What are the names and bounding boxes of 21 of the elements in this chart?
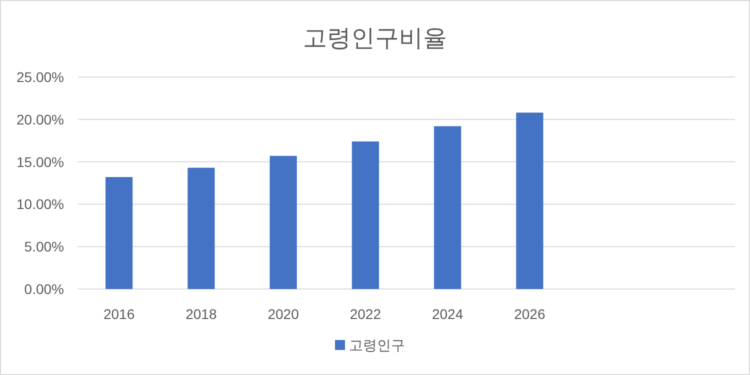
legend-label: 고령인구: [349, 337, 405, 353]
bar: [270, 156, 297, 289]
x-tick-label: 2022: [350, 306, 382, 322]
y-tick-label: 0.00%: [24, 281, 64, 297]
chart-title: 고령인구비율: [303, 25, 447, 52]
y-tick-label: 10.00%: [16, 196, 64, 212]
x-tick-label: 2026: [514, 306, 546, 322]
x-tick-label: 2016: [103, 306, 135, 322]
bar: [106, 177, 133, 289]
y-tick-label: 25.00%: [16, 69, 64, 85]
bar: [434, 126, 462, 289]
y-tick-label: 5.00%: [24, 238, 64, 255]
bar: [352, 141, 379, 289]
x-tick-label: 2018: [186, 306, 217, 322]
x-tick-label: 2024: [432, 306, 464, 322]
bar: [188, 168, 215, 289]
bar: [516, 112, 544, 289]
legend: 고령인구: [335, 337, 405, 353]
x-tick-label: 2020: [268, 306, 300, 322]
y-tick-label: 15.00%: [16, 154, 64, 170]
y-tick-label: 20.00%: [16, 111, 64, 128]
